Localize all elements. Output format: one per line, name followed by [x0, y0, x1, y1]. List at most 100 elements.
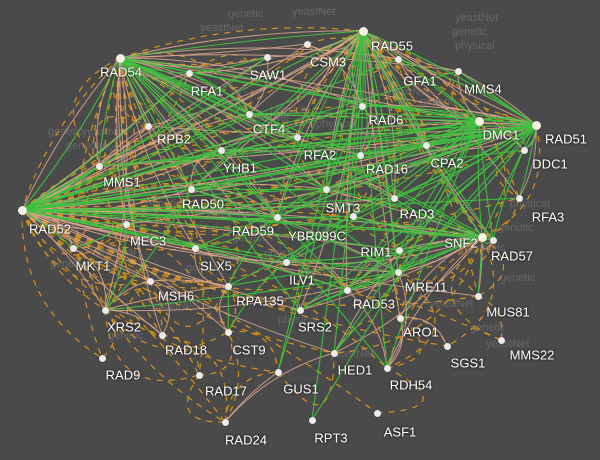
network-node-ctf4[interactable] — [245, 110, 253, 118]
network-node-rad52[interactable] — [17, 205, 27, 215]
network-node-rad9[interactable] — [98, 354, 106, 362]
network-node-saw1[interactable] — [263, 53, 271, 61]
network-node-rim1[interactable] — [395, 246, 403, 254]
network-node-mec3[interactable] — [122, 220, 130, 228]
coexpression-edge — [398, 120, 480, 251]
physical-edge — [299, 236, 483, 311]
genetic-edge — [119, 52, 250, 115]
coexpression-edge — [21, 56, 268, 211]
coexpression-edge — [362, 30, 427, 146]
network-node-gfa1[interactable] — [394, 55, 402, 63]
coexpression-edge — [104, 223, 127, 311]
network-node-msh6[interactable] — [146, 277, 154, 285]
network-node-ybr099c[interactable] — [349, 212, 357, 220]
network-node-snf2[interactable] — [477, 232, 487, 242]
coexpression-edge — [276, 30, 364, 218]
coexpression-edge — [119, 30, 364, 59]
network-node-asf1[interactable] — [373, 409, 381, 417]
network-node-mus81[interactable] — [474, 292, 482, 300]
genetic-edge — [399, 265, 479, 319]
network-node-rpb2[interactable] — [144, 122, 152, 130]
coexpression-edge — [362, 30, 494, 241]
network-node-sgs1[interactable] — [443, 342, 451, 350]
coexpression-edge — [397, 124, 537, 273]
physical-edge — [386, 271, 407, 369]
network-node-rad3[interactable] — [390, 194, 398, 202]
network-node-rpt3[interactable] — [308, 416, 316, 424]
network-node-rad59[interactable] — [273, 213, 281, 221]
genetic-edge — [346, 232, 483, 291]
genetic-edge — [340, 30, 400, 251]
physical-edge — [399, 317, 448, 347]
network-node-rad17[interactable] — [195, 371, 203, 379]
genetic-edge — [342, 30, 364, 107]
network-node-slx5[interactable] — [191, 244, 199, 252]
network-node-cpa2[interactable] — [422, 141, 430, 149]
coexpression-edge — [397, 58, 480, 122]
coexpression-edge — [21, 209, 278, 218]
network-node-srs2[interactable] — [296, 306, 304, 314]
genetic-edge — [276, 30, 364, 218]
network-node-rad6[interactable] — [358, 102, 366, 110]
genetic-edge — [376, 367, 424, 414]
network-node-aro1[interactable] — [396, 314, 404, 322]
genetic-edge — [310, 30, 364, 190]
coexpression-edge — [194, 216, 278, 249]
network-node-rpa135[interactable] — [224, 282, 232, 290]
network-node-hed1[interactable] — [330, 349, 338, 357]
network-node-ddc1[interactable] — [520, 146, 528, 154]
coexpression-edge — [125, 223, 196, 249]
physical-edge — [21, 209, 301, 311]
network-node-rfa3[interactable] — [515, 194, 523, 202]
coexpression-edge — [285, 215, 354, 263]
network-node-yhb1[interactable] — [217, 146, 225, 154]
network-node-mms22[interactable] — [497, 336, 505, 344]
coexpression-edge — [21, 209, 74, 249]
coexpression-edge — [119, 57, 361, 156]
genetic-edge — [119, 27, 364, 59]
genetic-edge — [224, 371, 279, 423]
network-node-gus1[interactable] — [274, 368, 282, 376]
coexpression-edge — [346, 271, 399, 291]
physical-edge — [21, 209, 106, 311]
coexpression-edge — [190, 30, 364, 190]
network-node-dmc1[interactable] — [474, 116, 484, 126]
coexpression-edge — [352, 30, 364, 217]
coexpression-edge — [346, 124, 537, 291]
physical-edge — [21, 144, 427, 211]
physical-edge — [119, 47, 399, 60]
network-node-rfa1[interactable] — [185, 69, 193, 77]
genetic-edge — [306, 30, 364, 63]
network-node-rfa2[interactable] — [293, 133, 301, 141]
physical-edge — [21, 113, 250, 211]
genetic-edge — [477, 295, 503, 341]
network-node-rdh54[interactable] — [383, 364, 391, 372]
network-node-rad24[interactable] — [221, 418, 229, 426]
network-node-csm3[interactable] — [303, 40, 311, 48]
network-node-mkt1[interactable] — [69, 244, 77, 252]
network-node-ilv1[interactable] — [282, 258, 290, 266]
network-node-rad53[interactable] — [343, 286, 351, 294]
genetic-edge — [446, 236, 495, 347]
physical-edge — [116, 57, 127, 225]
network-node-rad51[interactable] — [531, 120, 541, 130]
physical-edge — [104, 309, 163, 336]
network-node-rad57[interactable] — [489, 236, 497, 244]
network-node-smt3[interactable] — [322, 185, 330, 193]
network-node-rad16[interactable] — [356, 151, 364, 159]
network-node-rad54[interactable] — [115, 53, 125, 63]
network-node-mre11[interactable] — [394, 268, 402, 276]
network-node-mms1[interactable] — [95, 162, 103, 170]
physical-edge — [72, 247, 107, 311]
coexpression-edge — [393, 197, 483, 238]
genetic-edge — [186, 374, 226, 423]
network-node-mms4[interactable] — [454, 67, 462, 75]
network-node-rad18[interactable] — [158, 331, 166, 339]
coexpression-edge — [220, 149, 327, 190]
network-node-xrs2[interactable] — [101, 306, 109, 314]
network-node-cst9[interactable] — [224, 328, 232, 336]
network-node-rad55[interactable] — [358, 26, 368, 36]
physical-edge — [386, 317, 404, 369]
network-node-rad50[interactable] — [187, 185, 195, 193]
